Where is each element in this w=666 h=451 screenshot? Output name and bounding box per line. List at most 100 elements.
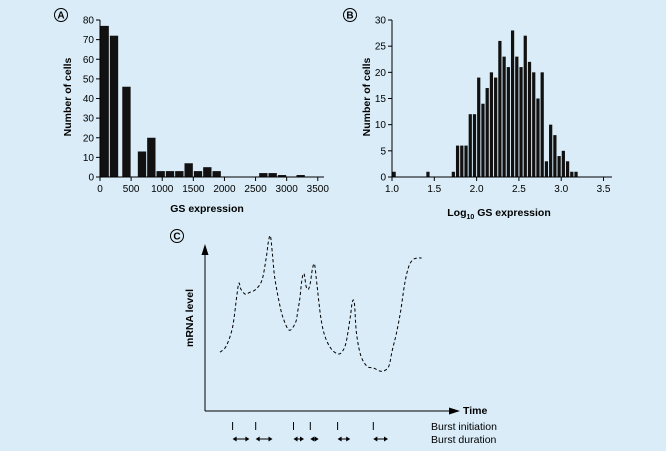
x-tick-label: 2.0 bbox=[470, 184, 484, 195]
histogram-bar bbox=[184, 163, 193, 177]
histogram-bar bbox=[277, 175, 287, 177]
histogram-bar bbox=[489, 72, 494, 177]
panel-c-badge bbox=[170, 229, 184, 243]
y-tick-label: 20 bbox=[83, 133, 95, 144]
histogram-bar bbox=[536, 98, 540, 177]
x-tick-label: 3000 bbox=[276, 184, 299, 195]
burst-duration-arrow bbox=[255, 436, 273, 442]
burst-markers bbox=[232, 422, 388, 442]
histogram-bar bbox=[156, 171, 165, 177]
x-tick-label: 1.5 bbox=[427, 184, 441, 195]
panel-b-ylabel: Number of cells bbox=[361, 57, 373, 136]
histogram-bar bbox=[455, 145, 460, 177]
panel-b-xlabel-subscript: 10 bbox=[467, 214, 475, 221]
burst-duration-arrow bbox=[337, 436, 351, 442]
panel-a-letter: A bbox=[57, 11, 64, 22]
histogram-bar bbox=[259, 173, 268, 177]
histogram-bar bbox=[553, 135, 557, 177]
y-tick-label: 60 bbox=[83, 55, 95, 66]
x-tick-label: 3.0 bbox=[554, 184, 568, 195]
histogram-bar bbox=[122, 86, 131, 177]
panel-c-xlabel: Time bbox=[463, 405, 487, 417]
histogram-bar bbox=[392, 171, 396, 177]
x-tick-label: 3500 bbox=[307, 184, 330, 195]
histogram-bar bbox=[203, 167, 212, 177]
burst-duration-arrow bbox=[310, 436, 319, 442]
y-tick-label: 30 bbox=[375, 16, 387, 27]
y-tick-label: 15 bbox=[375, 94, 387, 105]
x-tick-label: 1.0 bbox=[385, 184, 399, 195]
y-tick-label: 10 bbox=[375, 120, 387, 131]
panel-a-xlabel: GS expression bbox=[170, 203, 244, 215]
x-tick-label: 2500 bbox=[244, 184, 267, 195]
panel-b-letter: B bbox=[346, 11, 353, 22]
x-tick-label: 1000 bbox=[151, 184, 174, 195]
histogram-bar bbox=[540, 72, 544, 177]
histogram-bar bbox=[498, 40, 502, 177]
histogram-bar bbox=[544, 161, 549, 177]
y-tick-label: 25 bbox=[375, 42, 387, 53]
histogram-bar bbox=[481, 103, 485, 177]
panel-b-xlabel-log: Log bbox=[447, 207, 466, 219]
panel-c-letter: C bbox=[173, 232, 180, 243]
y-tick-label: 30 bbox=[83, 114, 95, 125]
burst-duration-arrow bbox=[232, 436, 250, 442]
panel-b-bars bbox=[392, 30, 578, 178]
histogram-bar bbox=[137, 151, 147, 177]
y-tick-label: 20 bbox=[375, 68, 387, 79]
histogram-bar bbox=[472, 114, 477, 177]
panel-b-badge bbox=[343, 8, 357, 22]
mrna-level-curve bbox=[219, 235, 422, 372]
histogram-bar bbox=[519, 67, 523, 177]
histogram-bar bbox=[464, 145, 468, 177]
histogram-bar bbox=[570, 171, 574, 177]
histogram-bar bbox=[460, 145, 464, 177]
y-axis-arrowhead bbox=[201, 244, 209, 255]
histogram-bar bbox=[494, 77, 498, 177]
burst-duration-arrow bbox=[293, 436, 304, 442]
y-tick-label: 10 bbox=[83, 153, 95, 164]
histogram-bar bbox=[165, 171, 175, 177]
histogram-bar bbox=[506, 67, 510, 177]
histogram-bar bbox=[212, 171, 221, 177]
panel-b-xlabel-rest: GS expression bbox=[474, 207, 550, 219]
x-axis-arrowhead bbox=[449, 407, 460, 415]
histogram-bar bbox=[510, 30, 515, 177]
x-tick-label: 1500 bbox=[182, 184, 205, 195]
histogram-bar bbox=[296, 175, 305, 177]
y-tick-label: 80 bbox=[83, 16, 95, 27]
histogram-bar bbox=[523, 35, 527, 178]
panel-a-axes: 0 10 20 30 40 50 60 70 80 0 500 1000 1500 2000 2500 300… bbox=[83, 16, 329, 196]
x-tick-label: 2.5 bbox=[512, 184, 526, 195]
histogram-bar bbox=[193, 171, 203, 177]
x-tick-label: 500 bbox=[123, 184, 140, 195]
histogram-bar bbox=[147, 137, 156, 177]
panel-a-bars bbox=[100, 25, 305, 178]
panel-b-axes: 0 5 10 15 20 25 30 1.0 1.5 2.0 2.5 3.0 3.5 bbox=[375, 16, 612, 195]
burst-initiation-label: Burst initiation bbox=[431, 421, 497, 433]
histogram-bar bbox=[268, 173, 277, 177]
histogram-bar bbox=[532, 72, 536, 177]
histogram-bar bbox=[175, 171, 184, 177]
y-tick-label: 50 bbox=[83, 74, 95, 85]
histogram-bar bbox=[574, 171, 578, 177]
y-tick-label: 70 bbox=[83, 35, 95, 46]
panel-c-ylabel: mRNA level bbox=[184, 289, 196, 347]
x-tick-label: 0 bbox=[97, 184, 103, 195]
panel-a-badge bbox=[54, 8, 68, 22]
y-tick-label: 5 bbox=[380, 146, 386, 157]
x-tick-label: 2000 bbox=[213, 184, 236, 195]
panel-c-axes bbox=[201, 244, 460, 415]
panel-b-xlabel: Log10 GS expression bbox=[447, 207, 551, 221]
burst-duration-label: Burst duration bbox=[431, 434, 497, 446]
histogram-bar bbox=[477, 77, 481, 177]
panel-a: A 0 10 20 30 40 50 60 70 80 0 500 1000 1500 2000 2500 3… bbox=[54, 8, 329, 215]
histogram-bar bbox=[515, 56, 519, 178]
histogram-bar bbox=[549, 124, 553, 177]
histogram-bar bbox=[527, 61, 532, 177]
histogram-bar bbox=[468, 114, 472, 177]
histogram-bar bbox=[502, 56, 506, 178]
y-tick-label: 40 bbox=[83, 94, 95, 105]
